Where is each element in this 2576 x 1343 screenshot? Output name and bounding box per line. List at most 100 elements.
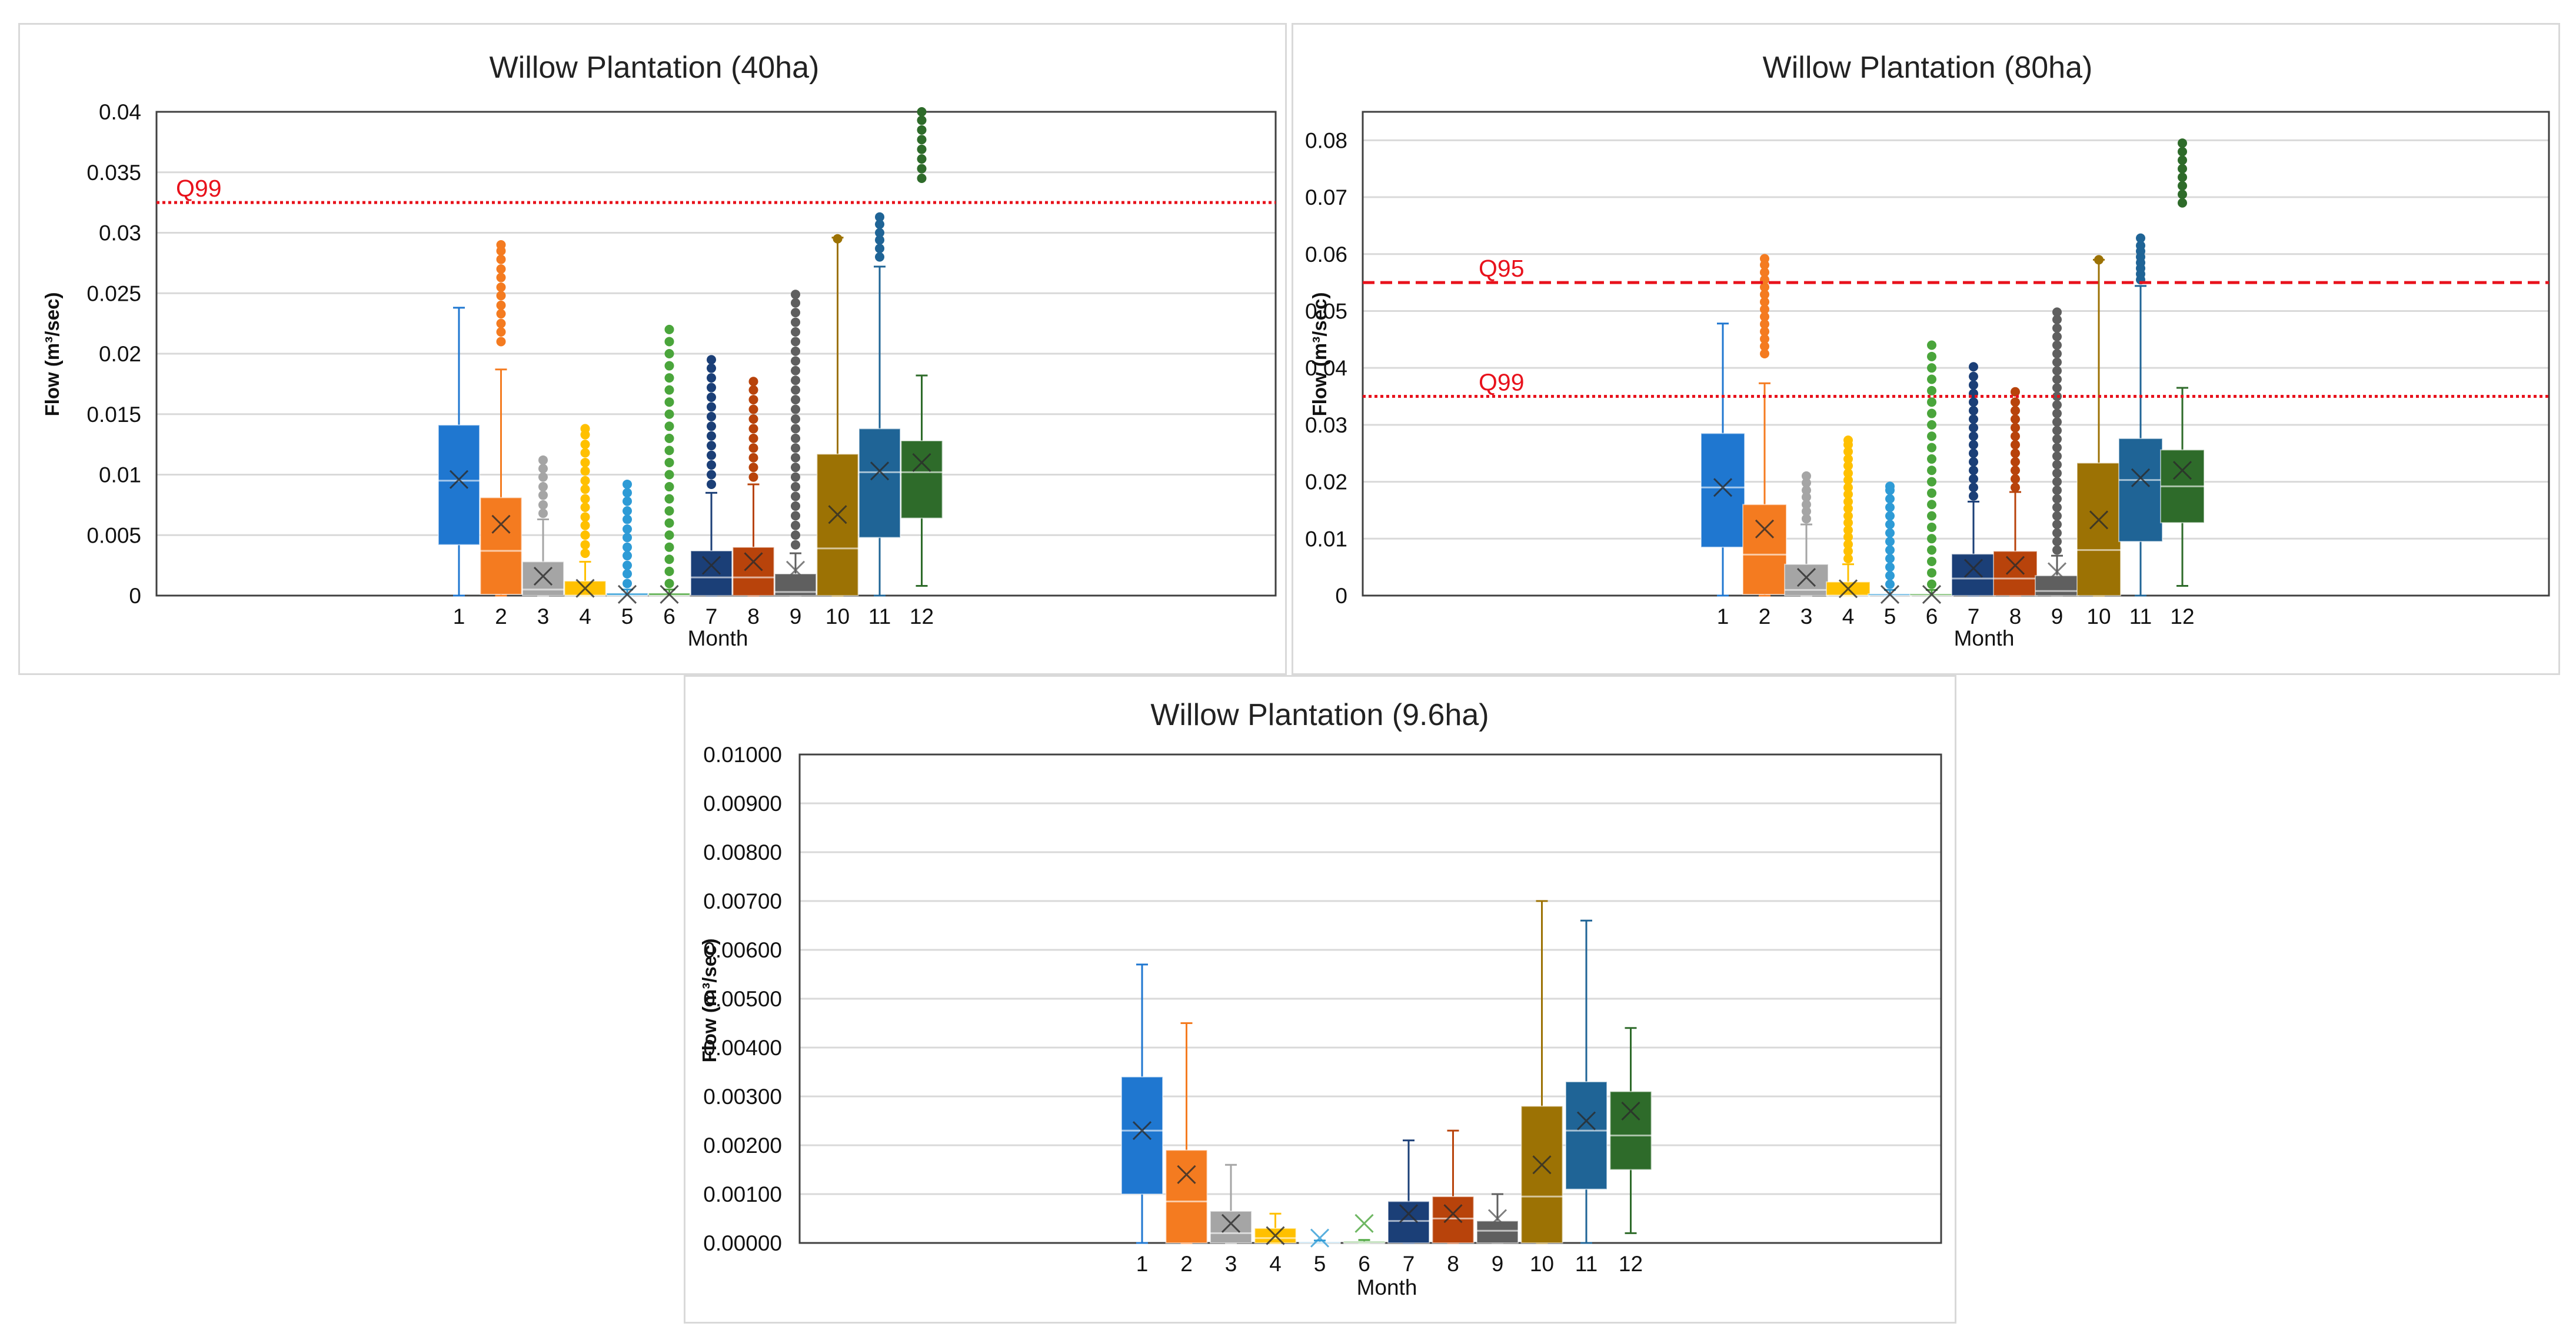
x-tick-label: 2 — [495, 604, 507, 629]
x-tick-label: 12 — [910, 604, 934, 629]
outlier-point — [875, 228, 884, 238]
outlier-point — [1885, 562, 1895, 572]
mean-marker — [449, 470, 469, 489]
outlier-point — [875, 212, 884, 222]
outlier-point — [917, 154, 927, 164]
mean-marker — [1310, 1228, 1330, 1248]
outlier-point — [1760, 327, 1769, 337]
outlier-point — [538, 500, 548, 510]
outlier-point — [2052, 340, 2062, 350]
outlier-point — [1885, 511, 1895, 521]
outlier-point — [2178, 147, 2187, 157]
box-month-10 — [1520, 900, 1563, 1244]
outlier-point — [496, 272, 506, 282]
outlier-point — [1927, 545, 1936, 555]
outlier-point — [664, 409, 674, 419]
box-month-7 — [1951, 362, 1996, 597]
outlier-point — [791, 395, 800, 405]
x-tick-label: 4 — [1269, 1252, 1282, 1276]
mean-marker — [491, 514, 511, 534]
outlier-point — [707, 441, 716, 451]
outlier-point — [748, 395, 758, 405]
outlier-point — [664, 518, 674, 528]
box-month-5 — [1868, 481, 1912, 604]
outlier-point — [664, 542, 674, 552]
y-tick-label: 0.00500 — [703, 987, 782, 1011]
outlier-point — [1927, 568, 1936, 578]
box-iqr — [1609, 1091, 1652, 1171]
outlier-point — [707, 363, 716, 373]
box-month-6 — [648, 324, 691, 604]
outlier-point — [580, 502, 590, 512]
box-month-2 — [480, 240, 522, 597]
outlier-point — [1885, 545, 1895, 555]
mean-marker — [1838, 579, 1858, 599]
outlier-point — [1843, 546, 1853, 556]
x-axis-label: Month — [1357, 1275, 1417, 1299]
outlier-point — [580, 457, 590, 467]
box-iqr — [816, 453, 859, 596]
outlier-point — [580, 476, 590, 486]
outlier-point — [1927, 340, 1936, 350]
box-month-9 — [2035, 307, 2079, 597]
outlier-point — [1843, 461, 1853, 471]
outlier-point — [707, 402, 716, 412]
y-tick-label: 0.04 — [99, 100, 141, 124]
mean-marker — [1880, 585, 1900, 604]
y-tick-label: 0.00100 — [703, 1182, 782, 1206]
outlier-point — [580, 424, 590, 434]
x-tick-label: 4 — [579, 604, 591, 629]
outlier-point — [496, 327, 506, 337]
y-tick-label: 0.08 — [1305, 128, 1347, 152]
y-tick-label: 0.07 — [1305, 185, 1347, 210]
outlier-point — [1969, 448, 1978, 458]
outlier-point — [1927, 477, 1936, 487]
outlier-point — [791, 346, 800, 356]
outlier-point — [1927, 408, 1936, 418]
outlier-point — [1843, 532, 1853, 542]
y-tick-label: 0.00900 — [703, 792, 782, 816]
outlier-point — [623, 533, 632, 543]
mean-marker — [1354, 1214, 1374, 1233]
outlier-point — [1969, 483, 1978, 493]
box-month-12 — [900, 107, 943, 587]
outlier-point — [791, 327, 800, 337]
outlier-point — [1885, 571, 1895, 581]
outlier-point — [748, 453, 758, 463]
y-tick-label: 0.01 — [1305, 527, 1347, 551]
outlier-point — [1927, 374, 1936, 384]
outlier-point — [664, 554, 674, 564]
outlier-point — [1885, 494, 1895, 504]
outlier-point — [623, 488, 632, 498]
box-month-7 — [690, 355, 733, 597]
outlier-point — [875, 244, 884, 254]
outlier-point — [707, 421, 716, 431]
outlier-point — [2052, 366, 2062, 376]
outlier-point — [1843, 447, 1853, 457]
outlier-point — [2178, 198, 2187, 208]
outlier-point — [2052, 417, 2062, 427]
box-iqr — [732, 546, 775, 596]
mean-marker — [617, 584, 637, 604]
mean-marker — [1963, 559, 1983, 578]
mean-marker — [1487, 1209, 1507, 1228]
mean-marker — [1576, 1111, 1596, 1131]
outlier-point — [1927, 443, 1936, 453]
x-tick-label: 8 — [2009, 604, 2022, 629]
outlier-point — [1885, 481, 1895, 491]
outlier-point — [538, 464, 548, 474]
outlier-point — [707, 383, 716, 393]
reference-line-label: Q99 — [176, 175, 222, 202]
mean-marker — [2131, 468, 2151, 487]
outlier-point — [1843, 518, 1853, 528]
x-tick-label: 1 — [1136, 1252, 1149, 1276]
outlier-point — [2052, 314, 2062, 324]
outlier-point — [2052, 357, 2062, 367]
box-iqr — [900, 440, 943, 519]
x-tick-label: 1 — [453, 604, 465, 629]
y-tick-label: 0.00300 — [703, 1085, 782, 1109]
outlier-point — [1885, 503, 1895, 513]
outlier-point — [707, 450, 716, 460]
outlier-point — [2178, 190, 2187, 200]
x-tick-label: 5 — [1884, 604, 1896, 629]
